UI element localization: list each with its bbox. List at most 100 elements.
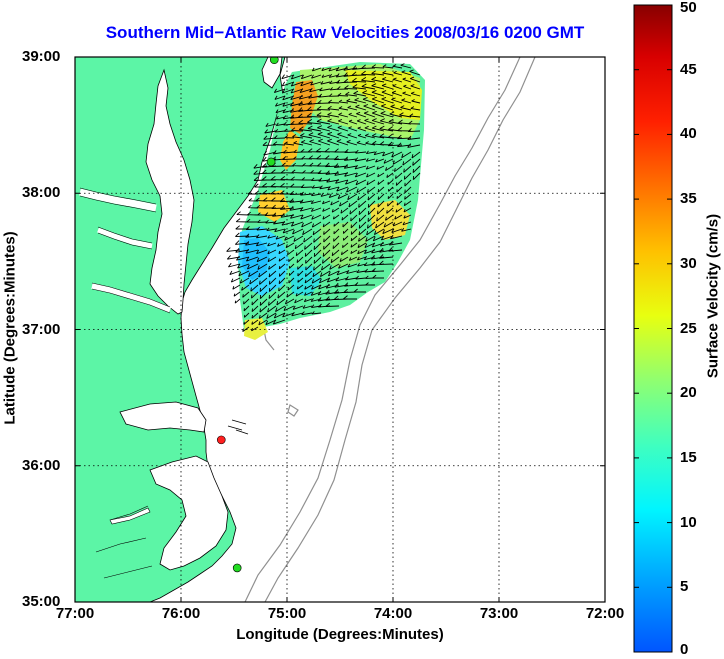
velocity-arrow (236, 255, 250, 261)
colorbar-tick-label: 10 (680, 513, 697, 531)
velocity-arrow (367, 193, 376, 201)
velocity-arrow (283, 305, 295, 312)
velocity-arrow (337, 92, 349, 97)
velocity-arrow (303, 298, 313, 303)
velocity-arrow (301, 221, 313, 228)
velocity-arrow (289, 108, 304, 113)
velocity-arrow (299, 199, 313, 204)
velocity-arrow (342, 242, 349, 249)
velocity-arrow (307, 119, 322, 125)
velocity-arrow (251, 312, 259, 319)
colorbar-tick-label: 0 (680, 641, 689, 658)
velocity-arrow (337, 193, 349, 200)
velocity-arrow (397, 142, 412, 148)
velocity-arrow (355, 275, 367, 280)
velocity-arrow (343, 164, 358, 169)
velocity-arrow (366, 228, 376, 236)
velocity-arrow (243, 305, 250, 312)
velocity-arrow (343, 295, 357, 300)
velocity-arrow (300, 214, 313, 220)
velocity-arrow (246, 218, 258, 223)
velocity-arrow (385, 214, 394, 221)
velocity-arrow (402, 221, 412, 226)
velocity-arrow (271, 197, 285, 202)
velocity-arrow (371, 64, 385, 69)
velocity-arrow (322, 221, 331, 228)
colorbar-tick-label: 50 (680, 0, 697, 16)
velocity-arrow (273, 88, 286, 94)
velocity-arrow (230, 277, 241, 283)
velocity-arrow (379, 125, 394, 132)
velocity-arrow (242, 326, 250, 332)
velocity-arrow (325, 302, 340, 307)
velocity-arrow (407, 128, 421, 133)
velocity-arrow (401, 70, 412, 76)
radar-site-marker (216, 435, 226, 445)
velocity-arrow (371, 70, 385, 76)
velocity-arrow (320, 193, 331, 197)
x-tick-label: 74:00 (373, 605, 413, 622)
velocity-arrow (342, 235, 349, 241)
velocity-arrow (245, 248, 259, 254)
velocity-arrow (340, 249, 349, 256)
velocity-arrow (365, 150, 376, 155)
velocity-arrow (399, 112, 412, 118)
velocity-arrow (332, 242, 340, 250)
velocity-arrow (387, 133, 403, 139)
velocity-arrow (316, 106, 331, 111)
velocity-arrow (259, 291, 268, 300)
velocity-arrow (358, 207, 367, 216)
velocity-arrow (308, 132, 322, 139)
velocity-arrow (342, 228, 349, 234)
velocity-arrow (338, 106, 349, 111)
colorbar-tick-label: 15 (680, 448, 697, 466)
velocity-arrow (400, 105, 412, 111)
velocity-arrow (348, 126, 358, 132)
velocity-arrow (322, 207, 331, 212)
radar-site-marker (269, 57, 279, 65)
velocity-arrow (349, 207, 358, 215)
velocity-arrow (357, 193, 367, 201)
velocity-arrow (265, 219, 277, 224)
velocity-arrow (300, 191, 313, 196)
velocity-arrow (352, 84, 367, 90)
velocity-arrow (229, 270, 241, 276)
velocity-arrow (365, 158, 376, 162)
potomac-river (79, 188, 157, 212)
velocity-arrow (324, 162, 340, 168)
velocity-arrow (311, 284, 322, 290)
velocity-arrow (293, 235, 304, 242)
velocity-arrow (319, 185, 331, 190)
velocity-arrow (319, 270, 331, 277)
velocity-arrow (410, 106, 421, 111)
velocity-arrow (251, 305, 259, 313)
velocity-arrow (394, 214, 403, 220)
velocity-arrow (345, 276, 358, 281)
velocity-arrow (267, 242, 277, 247)
velocity-arrow (284, 235, 295, 241)
velocity-arrow (408, 120, 421, 125)
velocity-arrow (262, 141, 277, 146)
velocity-arrow (344, 171, 358, 177)
velocity-arrow (245, 241, 259, 246)
velocity-arrow (323, 228, 331, 235)
velocity-arrow (283, 149, 295, 154)
velocity-arrow (341, 214, 349, 221)
velocity-arrow (373, 228, 385, 235)
velocity-arrow (294, 242, 304, 250)
velocity-arrow (382, 70, 394, 76)
velocity-arrow (371, 125, 385, 132)
velocity-arrow (309, 139, 322, 146)
velocity-arrow (248, 270, 259, 278)
velocity-arrow (271, 204, 286, 210)
velocity-arrow (347, 263, 358, 268)
velocity-arrow (338, 112, 349, 118)
velocity-arrow (248, 204, 259, 209)
velocity-arrow (333, 228, 340, 235)
velocity-arrow (371, 267, 385, 272)
velocity-arrow (392, 221, 403, 227)
velocity-arrow (366, 221, 376, 229)
velocity-arrow (318, 93, 331, 98)
velocity-arrow (379, 247, 394, 253)
velocity-arrow (350, 228, 358, 235)
